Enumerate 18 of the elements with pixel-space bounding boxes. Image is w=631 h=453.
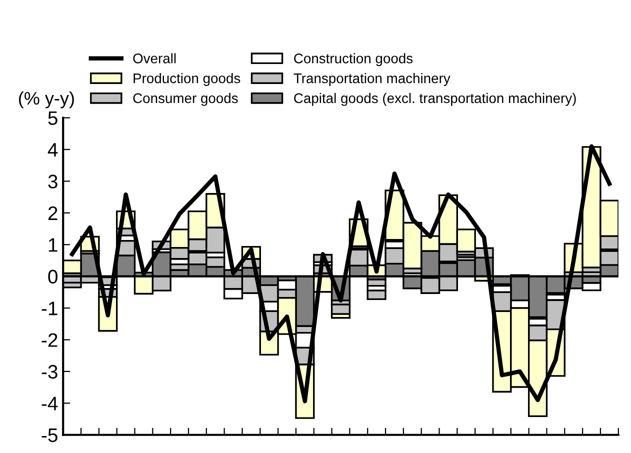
y-tick-label: 1 [48, 238, 58, 252]
legend-label: Overall [133, 53, 176, 64]
y-tick-label: 0 [48, 270, 58, 284]
y-tick-label: 4 [48, 143, 58, 157]
y-tick-label: -1 [42, 302, 58, 316]
y-tick-label: 2 [48, 206, 58, 220]
y-tick-label: -5 [42, 428, 58, 442]
legend-label: Production goods [134, 73, 240, 86]
legend-label: Construction goods [294, 53, 413, 66]
legend-label: Capital goods (excl. transportation machinery) [294, 92, 576, 106]
y-tick-label: 5 [48, 111, 58, 126]
y-tick-label: -2 [42, 333, 58, 347]
y-tick-label: -3 [42, 364, 58, 379]
legend-label: Transportation machinery [294, 73, 450, 86]
y-axis-title: (% y-y) [18, 91, 74, 108]
y-tick-label: -4 [42, 396, 58, 410]
y-tick-label: 3 [48, 174, 58, 188]
legend-label: Consumer goods [133, 92, 238, 106]
